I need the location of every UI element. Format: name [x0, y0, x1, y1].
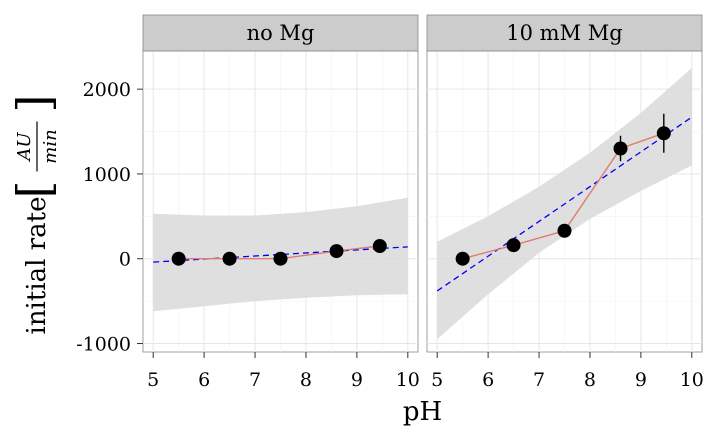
y-tick-label: -1000: [76, 334, 131, 356]
data-point: [557, 223, 572, 238]
x-tick-label: 5: [431, 369, 443, 391]
y-tick-label: 2000: [83, 79, 131, 101]
x-tick-label: 5: [147, 369, 159, 391]
x-tick-label: 10: [680, 369, 704, 391]
panel-1: 10 mM Mg 5 6 7 8 9 10: [426, 14, 704, 391]
data-point: [273, 251, 288, 266]
x-tick-label: 8: [584, 369, 596, 391]
data-point: [506, 238, 521, 253]
x-tick-label: 6: [198, 369, 210, 391]
data-point: [613, 141, 628, 156]
y-tick-label: 0: [119, 249, 131, 271]
data-point: [329, 244, 344, 259]
panel-0: no Mg 5 6 7 8 9 10: [142, 14, 420, 391]
x-tick-label: 9: [351, 369, 363, 391]
x-tick-label: 6: [482, 369, 494, 391]
y-axis-fraction-numerator: AU: [14, 132, 35, 163]
data-point: [455, 251, 470, 266]
y-axis-bracket-left: [: [7, 181, 61, 199]
x-tick-label: 9: [635, 369, 647, 391]
y-axis-fraction-denominator: min: [40, 129, 61, 163]
data-point: [222, 251, 237, 266]
x-tick-label: 10: [396, 369, 420, 391]
data-point: [171, 251, 186, 266]
fit-line: [436, 116, 693, 292]
fit-line: [153, 246, 408, 263]
facet-strip: [426, 14, 703, 52]
y-tick-label: 1000: [83, 164, 131, 186]
y-axis-label-text: initial rate: [22, 197, 52, 335]
facet-strip: [142, 14, 419, 52]
facet-label: 10 mM Mg: [506, 21, 622, 45]
x-tick-label: 7: [533, 369, 545, 391]
y-axis-label: initial rate[] AU min: [7, 95, 61, 335]
facet-label: no Mg: [247, 21, 315, 45]
data-point: [372, 239, 387, 254]
x-tick-label: 7: [249, 369, 261, 391]
data-point: [656, 126, 671, 141]
x-tick-label: 8: [300, 369, 312, 391]
y-axis-bracket-right: ]: [7, 95, 61, 113]
x-axis-label: pH: [403, 397, 442, 427]
